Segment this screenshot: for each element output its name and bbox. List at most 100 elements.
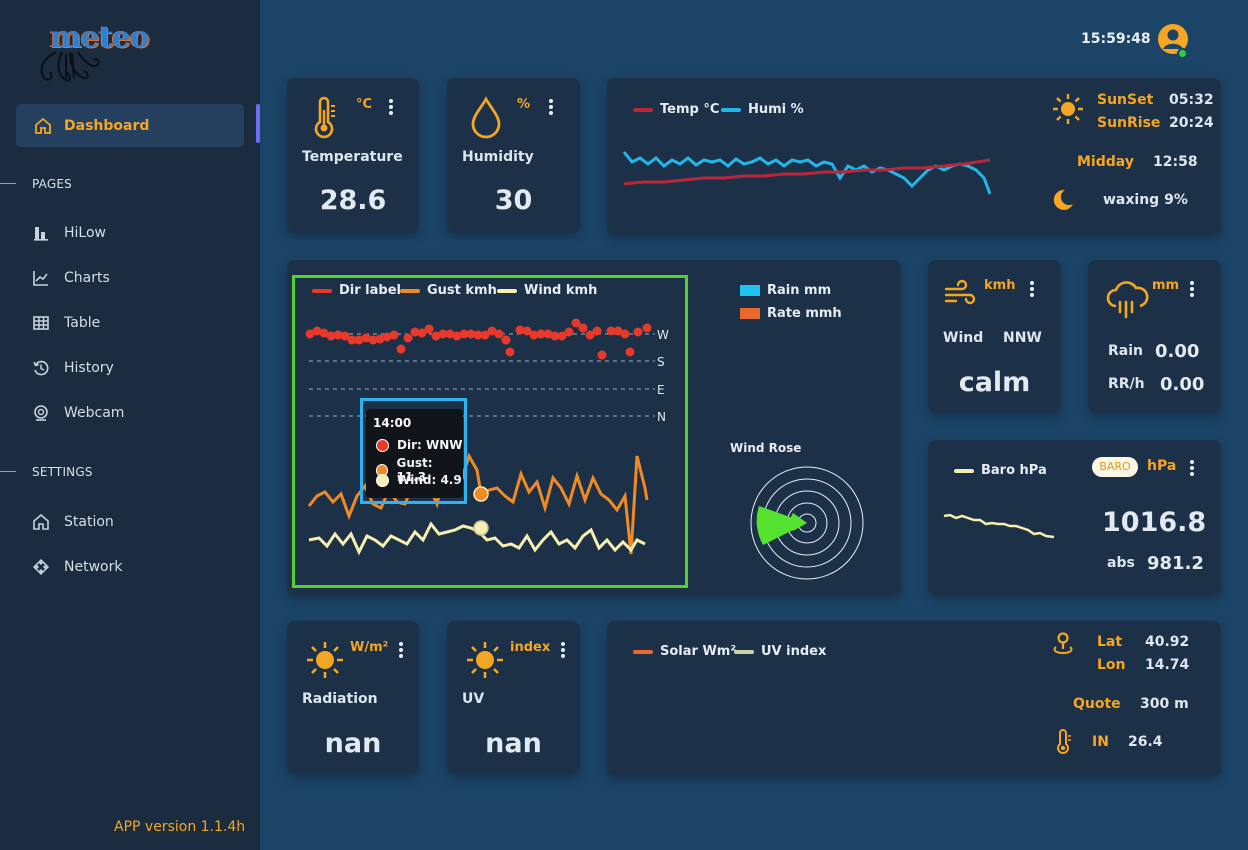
home-icon <box>33 513 49 530</box>
quote-value: 300 m <box>1140 696 1189 712</box>
home-icon <box>35 117 51 134</box>
sun-icon <box>1053 94 1083 124</box>
active-indicator <box>256 104 260 143</box>
sidebar-item-label: Charts <box>64 270 110 286</box>
sidebar-item-history[interactable]: History <box>32 357 114 379</box>
thermometer-icon <box>314 96 335 139</box>
webcam-icon <box>34 405 48 421</box>
sidebar-item-network[interactable]: Network <box>32 556 122 578</box>
rain-card: mm Rain 0.00 RR/h 0.00 <box>1088 260 1221 413</box>
rate-legend[interactable]: Rate mmh <box>740 306 842 321</box>
sunset-label: SunSet <box>1097 92 1154 108</box>
solar-legend[interactable]: Solar Wm² <box>633 644 736 659</box>
tooltip-wind: Wind: 4.9 <box>376 473 462 487</box>
baro-abs-label: abs <box>1107 555 1135 571</box>
sunrise-time: 20:24 <box>1169 115 1214 131</box>
divider <box>0 183 16 184</box>
temperature-menu-button[interactable] <box>389 99 393 115</box>
quote-label: Quote <box>1073 696 1121 712</box>
wind-rose-sector <box>756 506 807 545</box>
app-logo[interactable]: meteo <box>36 18 156 84</box>
settings-section-title: SETTINGS <box>32 465 93 479</box>
radiation-menu-button[interactable] <box>399 642 403 658</box>
uv-index-legend[interactable]: UV index <box>734 644 826 659</box>
baro-legend[interactable]: Baro hPa <box>954 463 1047 478</box>
uv-card: index UV nan <box>447 621 580 774</box>
online-status-indicator <box>1177 48 1188 59</box>
indoor-label: IN <box>1092 734 1109 750</box>
tooltip-time: 14:00 <box>373 416 412 430</box>
sidebar-item-label: History <box>64 360 114 376</box>
sidebar-item-dashboard[interactable]: Dashboard <box>16 104 244 147</box>
humidity-title: Humidity <box>462 149 534 165</box>
clock: 15:59:48 <box>1081 31 1151 47</box>
divider <box>0 471 16 472</box>
uv-title: UV <box>462 691 485 707</box>
logo-text: meteo <box>50 20 150 55</box>
wind-direction: NNW <box>1003 330 1042 346</box>
humidity-unit: % <box>517 97 531 112</box>
dir-tick-e: E <box>657 383 665 397</box>
wind-title: Wind <box>943 330 984 346</box>
rain-menu-button[interactable] <box>1190 281 1194 297</box>
radiation-value: nan <box>324 728 382 759</box>
moon-icon <box>1053 189 1073 210</box>
temp-series-line <box>623 158 991 186</box>
humidity-value: 30 <box>494 185 533 216</box>
dir-tick-n: N <box>657 410 666 424</box>
temp-humi-sun-card <box>607 78 1221 235</box>
wind-menu-button[interactable] <box>1030 281 1034 297</box>
wind-chart-highlight <box>292 275 688 588</box>
sidebar-item-table[interactable]: Table <box>32 312 100 334</box>
dir-label-legend[interactable]: Dir label <box>312 283 401 298</box>
location-pin-icon <box>1053 632 1073 655</box>
temperature-title: Temperature <box>302 149 403 165</box>
sidebar-item-hilow[interactable]: HiLow <box>32 222 106 244</box>
temp-humi-chart <box>622 151 992 195</box>
sidebar-item-charts[interactable]: Charts <box>32 267 110 289</box>
dir-tick-s: S <box>657 355 665 369</box>
sidebar-item-label: Station <box>64 514 114 530</box>
humidity-menu-button[interactable] <box>549 99 553 115</box>
uv-value: nan <box>485 728 542 759</box>
sidebar-item-webcam[interactable]: Webcam <box>32 402 124 424</box>
sun-icon <box>307 642 343 678</box>
uv-menu-button[interactable] <box>561 642 565 658</box>
temperature-value: 28.6 <box>319 185 387 216</box>
sunset-time: 05:32 <box>1169 92 1214 108</box>
bar-chart-icon <box>34 227 48 241</box>
rr-value: 0.00 <box>1160 374 1205 395</box>
pages-section-title: PAGES <box>32 177 72 191</box>
baro-series-line <box>943 513 1055 539</box>
rain-value: 0.00 <box>1155 341 1200 362</box>
radiation-unit: W/m² <box>350 640 389 655</box>
table-icon <box>33 316 49 330</box>
indoor-value: 26.4 <box>1128 734 1163 750</box>
wind-unit: kmh <box>984 278 1016 293</box>
wind-chart-tooltip: 14:00 Dir: WNW Gust: 11.3 Wind: 4.9 <box>360 398 467 504</box>
temp-legend[interactable]: Temp °C <box>633 102 719 117</box>
user-avatar-icon[interactable] <box>1157 23 1189 55</box>
tooltip-gust: Gust: 11.3 <box>376 456 463 484</box>
wind-legend[interactable]: Wind kmh <box>497 283 597 298</box>
sidebar-item-station[interactable]: Station <box>32 511 114 533</box>
sidebar-item-label: Table <box>64 315 101 331</box>
baro-menu-button[interactable] <box>1190 460 1194 476</box>
baro-card <box>928 440 1221 595</box>
baro-abs-value: 981.2 <box>1147 553 1204 574</box>
lon-label: Lon <box>1097 657 1126 673</box>
rain-legend[interactable]: Rain mm <box>740 283 831 298</box>
baro-chart <box>943 513 1055 539</box>
wind-value: calm <box>958 367 1031 398</box>
network-icon <box>32 558 50 576</box>
wind-rose-title: Wind Rose <box>730 441 802 455</box>
humi-legend[interactable]: Humi % <box>721 102 804 117</box>
lat-label: Lat <box>1097 634 1123 650</box>
temperature-unit: °C <box>356 97 373 112</box>
gust-legend[interactable]: Gust kmh <box>400 283 497 298</box>
dir-tick-w: W <box>657 328 669 342</box>
radiation-title: Radiation <box>302 691 378 707</box>
dir-points <box>305 318 652 360</box>
rain-label: Rain <box>1108 343 1143 359</box>
temperature-card: °C Temperature 28.6 <box>287 78 419 233</box>
